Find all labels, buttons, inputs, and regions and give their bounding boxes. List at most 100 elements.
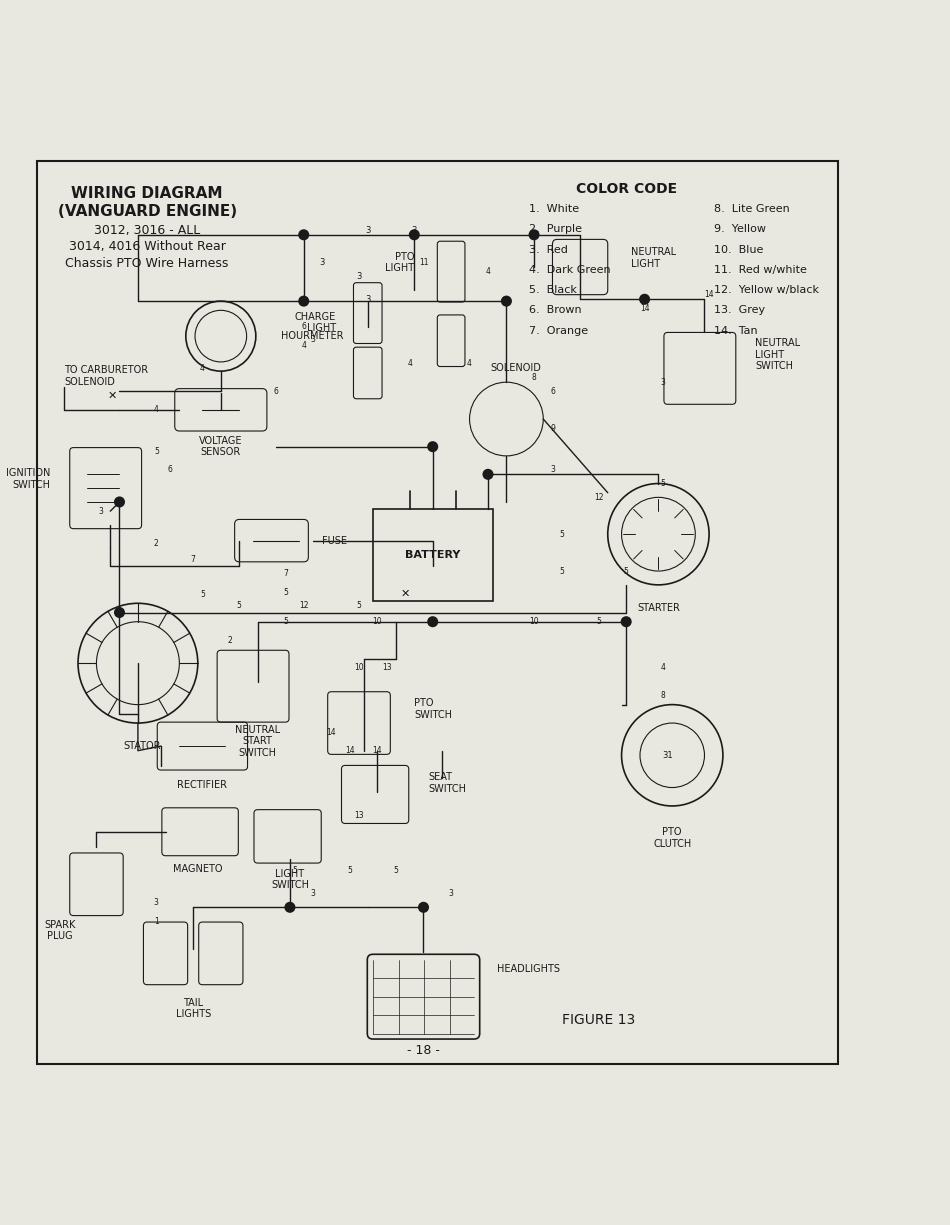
Text: 3: 3 [366, 295, 370, 304]
Text: 5: 5 [660, 479, 665, 488]
Circle shape [298, 229, 310, 240]
Text: 7: 7 [283, 570, 288, 578]
Text: 6: 6 [301, 322, 306, 332]
Text: RECTIFIER: RECTIFIER [178, 780, 227, 790]
Text: 31: 31 [662, 751, 673, 760]
Text: 4: 4 [154, 405, 159, 414]
Text: FUSE: FUSE [322, 535, 347, 545]
Text: 11.  Red w/white: 11. Red w/white [713, 265, 807, 274]
Text: 13: 13 [354, 811, 364, 820]
Text: CHARGE
LIGHT: CHARGE LIGHT [294, 311, 336, 333]
Text: BATTERY: BATTERY [405, 550, 461, 560]
Text: 2.  Purple: 2. Purple [529, 224, 582, 234]
Text: 10.  Blue: 10. Blue [713, 245, 763, 255]
Text: VOLTAGE
SENSOR: VOLTAGE SENSOR [200, 436, 242, 457]
Text: 3014, 4016 Without Rear: 3014, 4016 Without Rear [68, 240, 225, 254]
Text: 8.  Lite Green: 8. Lite Green [713, 205, 789, 214]
Text: Chassis PTO Wire Harness: Chassis PTO Wire Harness [66, 257, 229, 270]
Circle shape [620, 616, 632, 627]
Text: STATOR: STATOR [124, 741, 162, 751]
Text: 2: 2 [154, 539, 159, 548]
Text: 6: 6 [274, 387, 278, 396]
Text: 10: 10 [354, 663, 364, 673]
Bar [372, 510, 493, 601]
Text: 3: 3 [311, 889, 315, 898]
Text: 5: 5 [393, 866, 398, 875]
Text: COLOR CODE: COLOR CODE [576, 181, 676, 196]
Circle shape [428, 441, 438, 452]
Text: PTO
CLUTCH: PTO CLUTCH [653, 827, 692, 849]
Text: 7.  Orange: 7. Orange [529, 326, 589, 336]
Circle shape [418, 902, 429, 913]
Text: 5: 5 [292, 866, 297, 875]
Text: 2: 2 [228, 636, 233, 644]
Text: 3: 3 [319, 258, 325, 267]
Text: PTO
SWITCH: PTO SWITCH [414, 698, 452, 720]
Text: LIGHT
SWITCH: LIGHT SWITCH [271, 869, 309, 891]
Text: 11: 11 [419, 258, 428, 267]
Circle shape [408, 229, 420, 240]
Text: 3: 3 [660, 377, 665, 387]
Text: 5: 5 [283, 588, 288, 597]
Text: 3: 3 [99, 507, 104, 516]
Text: 14.  Tan: 14. Tan [713, 326, 757, 336]
Text: 4: 4 [467, 359, 472, 369]
Text: 13: 13 [382, 663, 391, 673]
Text: 5: 5 [596, 617, 601, 626]
Circle shape [501, 295, 512, 306]
Text: 5: 5 [348, 866, 352, 875]
Text: 10: 10 [529, 617, 539, 626]
Text: HEADLIGHTS: HEADLIGHTS [497, 964, 560, 974]
Text: 1: 1 [154, 916, 159, 926]
Text: 5: 5 [560, 566, 564, 576]
Text: SPARK
PLUG: SPARK PLUG [44, 920, 75, 941]
Circle shape [284, 902, 295, 913]
Text: 14: 14 [639, 304, 650, 312]
Circle shape [298, 295, 310, 306]
Text: 9.  Yellow: 9. Yellow [713, 224, 766, 234]
Text: 3: 3 [366, 225, 370, 235]
Text: - 18 -: - 18 - [407, 1044, 440, 1057]
Text: 12: 12 [299, 600, 309, 610]
Text: PTO
LIGHT: PTO LIGHT [385, 251, 414, 273]
Text: 3: 3 [550, 466, 555, 474]
Text: 3: 3 [411, 225, 417, 235]
Text: 4: 4 [200, 364, 205, 372]
Text: 8: 8 [532, 374, 537, 382]
Text: 7: 7 [191, 555, 196, 564]
Text: 14: 14 [372, 746, 382, 755]
Circle shape [528, 229, 540, 240]
Text: 4: 4 [485, 267, 490, 276]
Text: (VANGUARD ENGINE): (VANGUARD ENGINE) [58, 205, 237, 219]
Text: 5.  Black: 5. Black [529, 285, 578, 295]
Circle shape [428, 616, 438, 627]
Text: TAIL
LIGHTS: TAIL LIGHTS [176, 998, 211, 1019]
Text: 3.  Red: 3. Red [529, 245, 568, 255]
Text: 13.  Grey: 13. Grey [713, 305, 765, 315]
Text: 14: 14 [327, 728, 336, 736]
Text: HOURMETER: HOURMETER [280, 331, 343, 341]
Text: 4: 4 [408, 359, 412, 369]
Text: WIRING DIAGRAM: WIRING DIAGRAM [71, 186, 223, 201]
Text: 3: 3 [356, 272, 362, 281]
Text: 5: 5 [560, 529, 564, 539]
Text: 5: 5 [237, 600, 241, 610]
Text: NEUTRAL
LIGHT: NEUTRAL LIGHT [631, 247, 675, 268]
Text: 5: 5 [624, 566, 629, 576]
Text: ✕: ✕ [400, 589, 409, 599]
Text: 6.  Brown: 6. Brown [529, 305, 582, 315]
Text: 9: 9 [550, 424, 555, 432]
Text: FIGURE 13: FIGURE 13 [561, 1013, 636, 1027]
Text: NEUTRAL
START
SWITCH: NEUTRAL START SWITCH [235, 725, 280, 758]
Text: 5: 5 [356, 600, 361, 610]
Text: NEUTRAL
LIGHT
SWITCH: NEUTRAL LIGHT SWITCH [755, 338, 800, 371]
Text: 6: 6 [168, 466, 173, 474]
Text: 3012, 3016 - ALL: 3012, 3016 - ALL [94, 224, 200, 236]
Circle shape [114, 496, 125, 507]
Text: 12: 12 [594, 492, 603, 502]
Text: STARTER: STARTER [637, 603, 680, 612]
Text: SEAT
SWITCH: SEAT SWITCH [428, 772, 466, 794]
Text: 14: 14 [704, 290, 713, 299]
Text: SOLENOID: SOLENOID [490, 364, 541, 374]
Text: ✕: ✕ [107, 391, 117, 401]
